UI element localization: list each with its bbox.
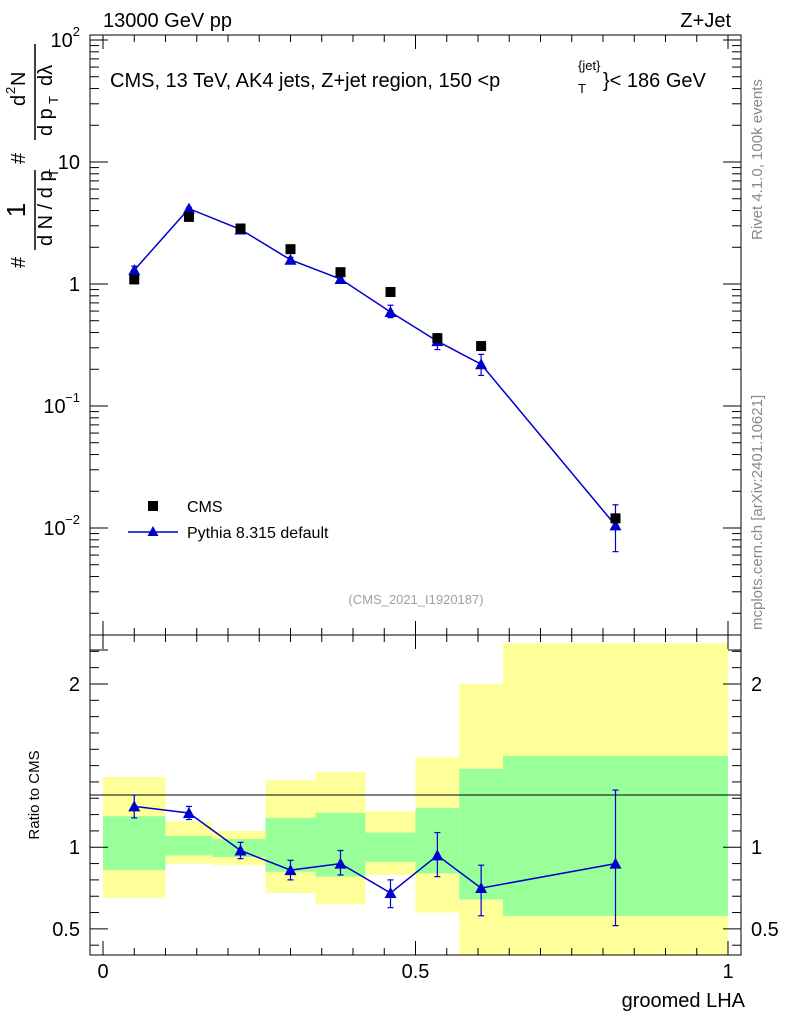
header-right: Z+Jet — [680, 10, 731, 32]
cms-point — [432, 333, 443, 344]
cms-data-series — [129, 211, 621, 524]
main-title: CMS, 13 TeV, AK4 jets, Z+jet region, 150… — [110, 70, 500, 92]
ratio-point — [334, 857, 347, 869]
ratio-tick-labels: 0.5 0.5 1 1 2 2 0 0.5 1 — [52, 674, 779, 983]
main-title-sup: {jet} — [578, 58, 601, 73]
cms-point — [285, 244, 296, 255]
ratio-point — [384, 886, 397, 898]
ratio-point — [284, 864, 297, 876]
ratio-point — [431, 849, 444, 861]
legend: CMS Pythia 8.315 default — [128, 499, 329, 542]
y-label-T-sub-1: T — [46, 169, 61, 177]
main-y-label: # 1 d N / d p T # d 2 N d p T dλ — [1, 44, 61, 268]
y-tick-label-exponent: 2 — [73, 24, 80, 39]
y-label-N: N — [8, 72, 30, 86]
ratio-point — [234, 844, 247, 856]
cms-point — [235, 223, 246, 234]
y-label-two-sup: 2 — [3, 87, 18, 94]
ratio-y-tick-label-right: 0.5 — [751, 919, 779, 941]
y-label-dN-dpT: d N / d p — [35, 170, 57, 246]
ratio-point — [182, 806, 195, 818]
cms-point — [385, 286, 396, 297]
legend-pythia-marker — [147, 526, 159, 536]
ratio-band-inner — [103, 816, 166, 871]
x-tick-label: 0 — [97, 961, 108, 983]
cms-point — [129, 274, 140, 285]
ratio-axis-ticks — [90, 635, 741, 955]
x-tick-label: 1 — [722, 961, 733, 983]
main-title-end: }< 186 GeV — [603, 70, 707, 92]
legend-pythia-label: Pythia 8.315 default — [187, 525, 329, 542]
ratio-band-inner — [165, 835, 213, 856]
y-label-one: 1 — [1, 203, 31, 217]
y-tick-label-mantissa: 10 — [43, 396, 65, 418]
cms-point — [610, 513, 621, 524]
pythia-point — [609, 519, 622, 531]
y-tick-label-mantissa: 10 — [51, 30, 73, 52]
ratio-y-label: Ratio to CMS — [26, 750, 43, 839]
y-label-hash-1: # — [8, 256, 30, 268]
ratio-y-tick-label-left: 1 — [69, 837, 80, 859]
x-tick-label: 0.5 — [402, 961, 430, 983]
ratio-uncertainty-bands — [103, 643, 728, 955]
pythia-point — [128, 264, 141, 276]
y-label-dpT: d p — [35, 108, 57, 136]
ratio-y-tick-label-left: 0.5 — [52, 919, 80, 941]
y-label-hash-2: # — [8, 152, 30, 164]
mcplots-label: mcplots.cern.ch [arXiv:2401.10621] — [749, 395, 766, 630]
ratio-y-tick-label-right: 1 — [751, 837, 762, 859]
y-label-d2N-d: d — [8, 95, 30, 106]
y-tick-label-mantissa: 10 — [43, 518, 65, 540]
pythia-point — [334, 272, 347, 284]
pythia-point — [384, 305, 397, 317]
ratio-y-tick-label-left: 2 — [69, 674, 80, 696]
pythia-point — [284, 253, 297, 265]
ratio-pythia-series — [128, 789, 622, 927]
legend-cms-label: CMS — [187, 499, 223, 516]
y-tick-label-exponent: −2 — [65, 512, 80, 527]
y-tick-label-exponent: −1 — [65, 390, 80, 405]
legend-cms-marker — [148, 501, 158, 511]
ratio-point — [128, 800, 141, 812]
main-title-sub: T — [578, 81, 586, 96]
x-axis-label: groomed LHA — [622, 990, 746, 1012]
cms-point — [476, 341, 487, 352]
cms-point — [335, 267, 346, 278]
ratio-point — [475, 882, 488, 894]
pythia-point — [475, 358, 488, 370]
cms-point — [183, 211, 194, 222]
analysis-reference: (CMS_2021_I1920187) — [348, 592, 483, 607]
y-tick-label: 1 — [69, 274, 80, 296]
header-left: 13000 GeV pp — [103, 10, 232, 32]
ratio-band-inner — [365, 832, 416, 862]
ratio-y-tick-label-right: 2 — [751, 674, 762, 696]
ratio-point — [609, 857, 622, 869]
y-tick-label: 10 — [58, 152, 80, 174]
y-label-T-sub-2: T — [46, 96, 61, 104]
main-axis-ticks — [90, 35, 741, 651]
rivet-label: Rivet 4.1.0, 100k events — [749, 79, 766, 240]
y-label-dlambda: dλ — [35, 65, 57, 86]
ratio-panel: 0.5 0.5 1 1 2 2 0 0.5 1 Ratio to CMS groomed LHA — [26, 634, 779, 1012]
pythia-point — [182, 202, 195, 214]
